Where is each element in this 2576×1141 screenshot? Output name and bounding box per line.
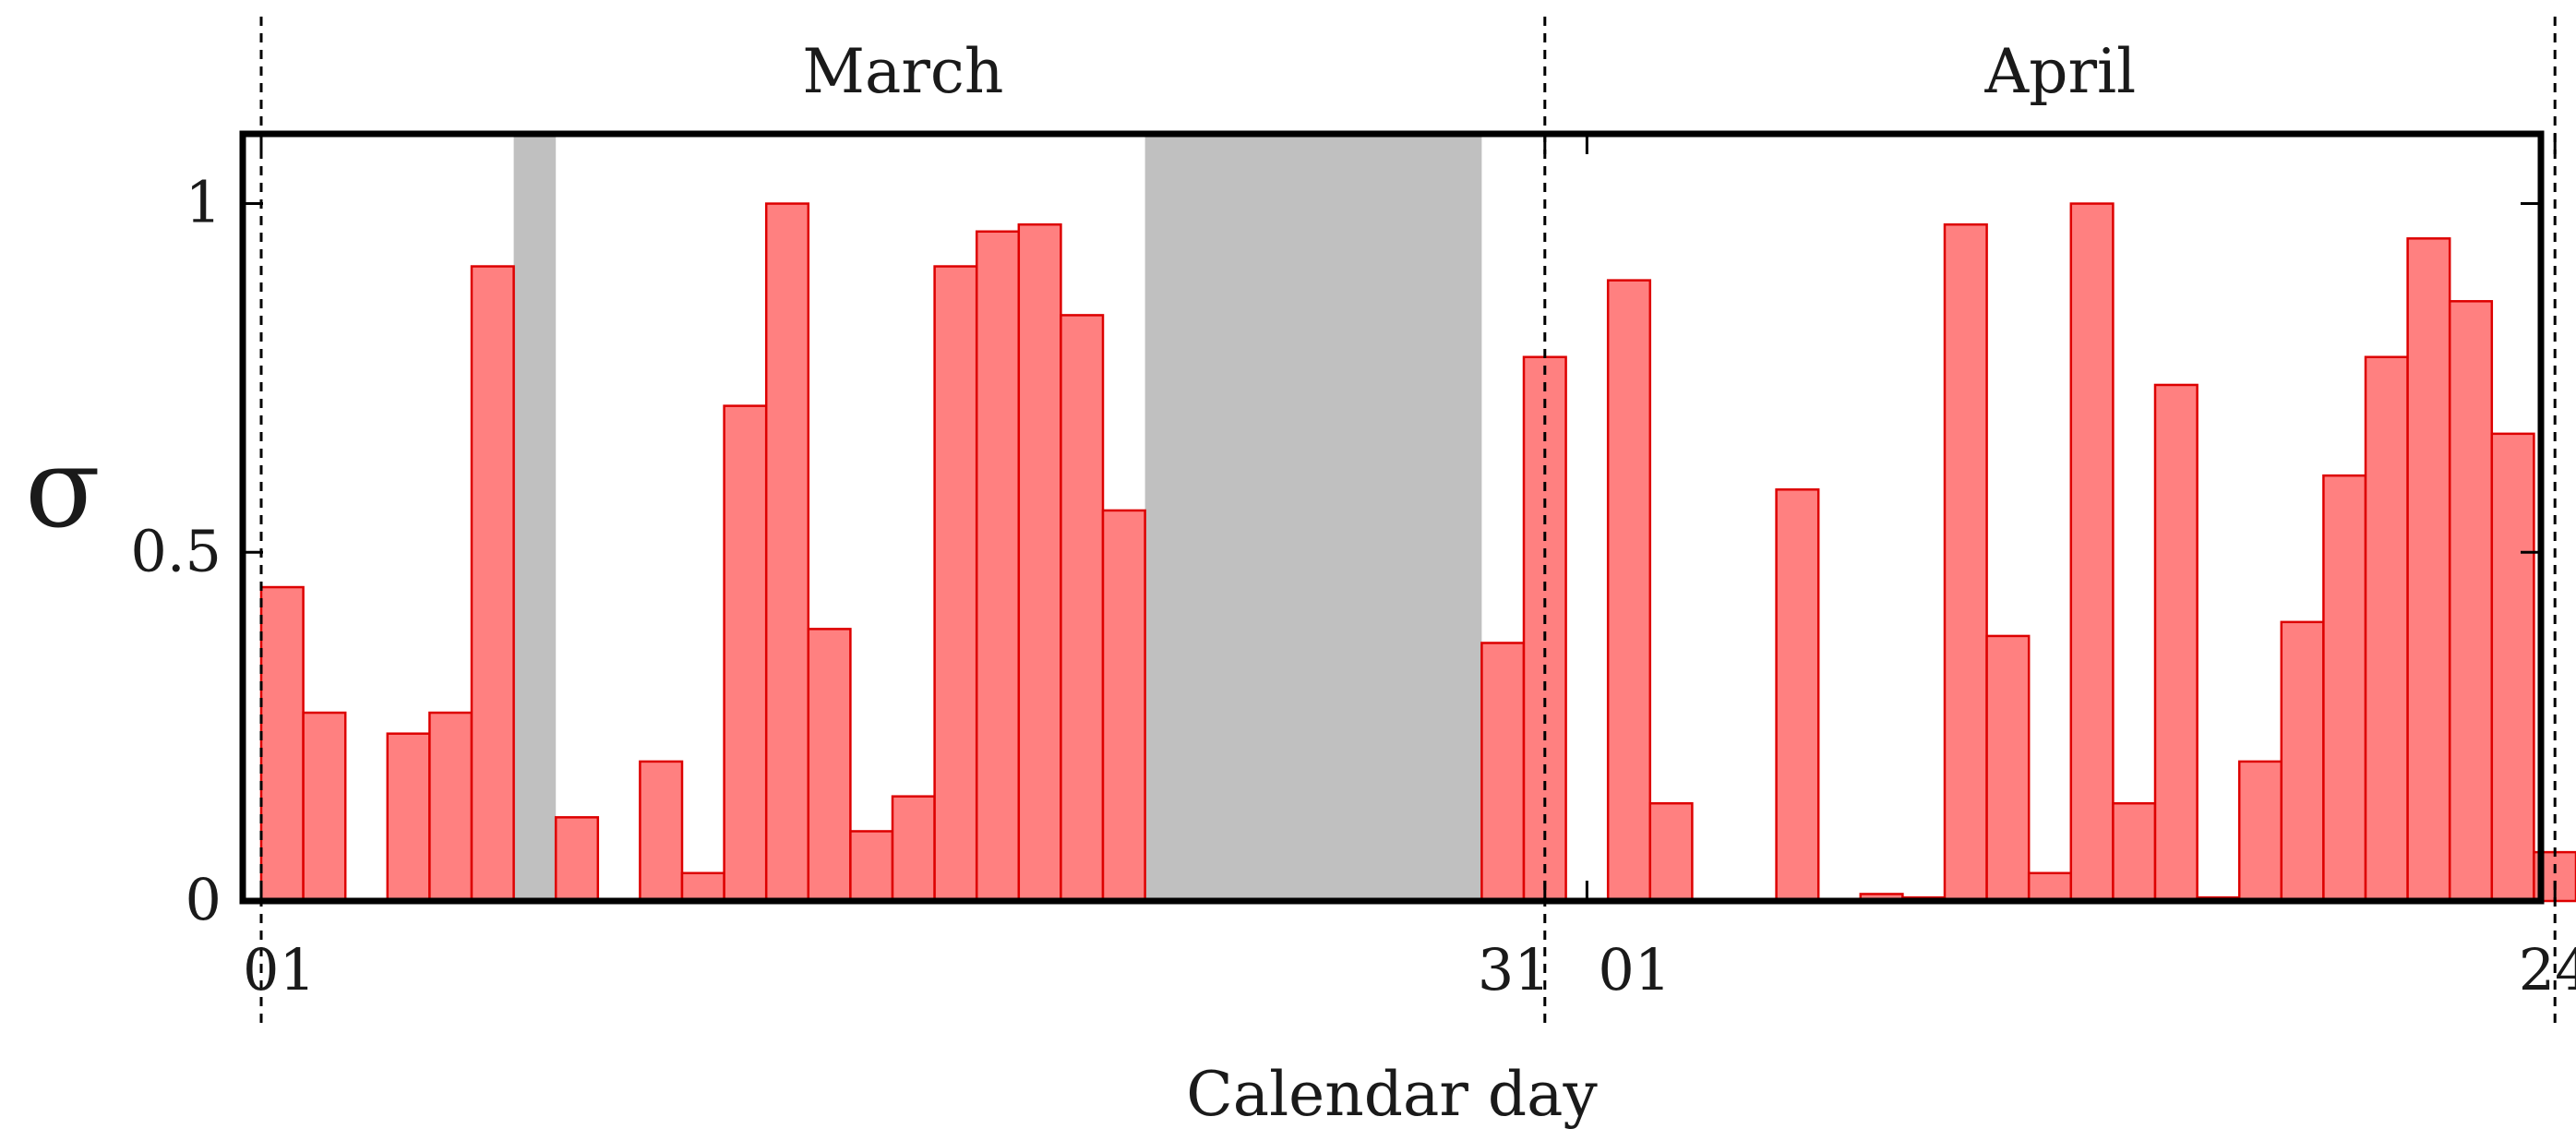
bar-day-19 xyxy=(1060,314,1105,903)
bar-day-1 xyxy=(302,711,347,903)
bar-day-50 xyxy=(2364,355,2409,903)
bar-day-41 xyxy=(1985,634,2031,903)
bar-day-18 xyxy=(1017,222,1062,903)
missing-data-regions xyxy=(513,134,1482,901)
bar-day-9 xyxy=(639,760,684,903)
bar-day-48 xyxy=(2280,620,2325,903)
bar-day-12 xyxy=(764,202,810,903)
bar-day-10 xyxy=(680,871,725,903)
x-tick-label-1: 31 xyxy=(1478,936,1551,1003)
bar-day-47 xyxy=(2237,760,2283,903)
bar-day-53 xyxy=(2490,432,2535,903)
x-tick-label-0: 01 xyxy=(243,936,316,1003)
bar-day-32 xyxy=(1606,279,1652,903)
bar-day-51 xyxy=(2406,237,2451,903)
bar-day-36 xyxy=(1775,488,1820,903)
missing-region-0 xyxy=(513,134,557,901)
bar-day-49 xyxy=(2322,474,2367,903)
bar-day-4 xyxy=(428,711,473,903)
bar-day-7 xyxy=(554,816,600,903)
x-tick-label-3: 24 xyxy=(2519,936,2576,1003)
bar-day-20 xyxy=(1101,509,1146,903)
bar-day-43 xyxy=(2069,202,2115,903)
x-axis-title: Calendar day xyxy=(1186,1059,1598,1130)
bar-day-14 xyxy=(849,830,894,903)
bar-day-45 xyxy=(2153,383,2199,903)
missing-region-1 xyxy=(1144,134,1482,901)
bar-day-13 xyxy=(807,628,852,903)
y-axis-title: σ xyxy=(25,425,101,553)
month-label-0: March xyxy=(802,36,1003,107)
bar-day-3 xyxy=(386,732,431,903)
month-separators xyxy=(259,17,2557,1025)
bar-day-44 xyxy=(2112,801,2157,903)
bar-day-15 xyxy=(891,795,936,903)
bar-day-29 xyxy=(1480,642,1526,903)
bar-day-11 xyxy=(723,404,768,903)
y-tick-label-2: 1 xyxy=(186,169,222,236)
bar-day-16 xyxy=(933,265,978,903)
y-tick-label-1: 0.5 xyxy=(130,517,222,584)
bar-day-52 xyxy=(2448,300,2494,903)
bar-day-42 xyxy=(2027,871,2073,903)
y-tick-label-0: 0 xyxy=(186,866,222,933)
bar-day-17 xyxy=(975,230,1021,903)
bar-day-40 xyxy=(1943,222,1988,903)
axis-labels: 0 0.5 1 01 31 01 24 March April Calendar day σ xyxy=(25,36,2576,1130)
bars xyxy=(259,202,2576,903)
bar-day-5 xyxy=(470,265,515,903)
plot-frame xyxy=(239,130,2545,905)
bar-day-33 xyxy=(1648,801,1694,903)
bar-day-0 xyxy=(259,585,305,903)
month-label-1: April xyxy=(1984,36,2137,107)
x-tick-label-2: 01 xyxy=(1598,936,1671,1003)
